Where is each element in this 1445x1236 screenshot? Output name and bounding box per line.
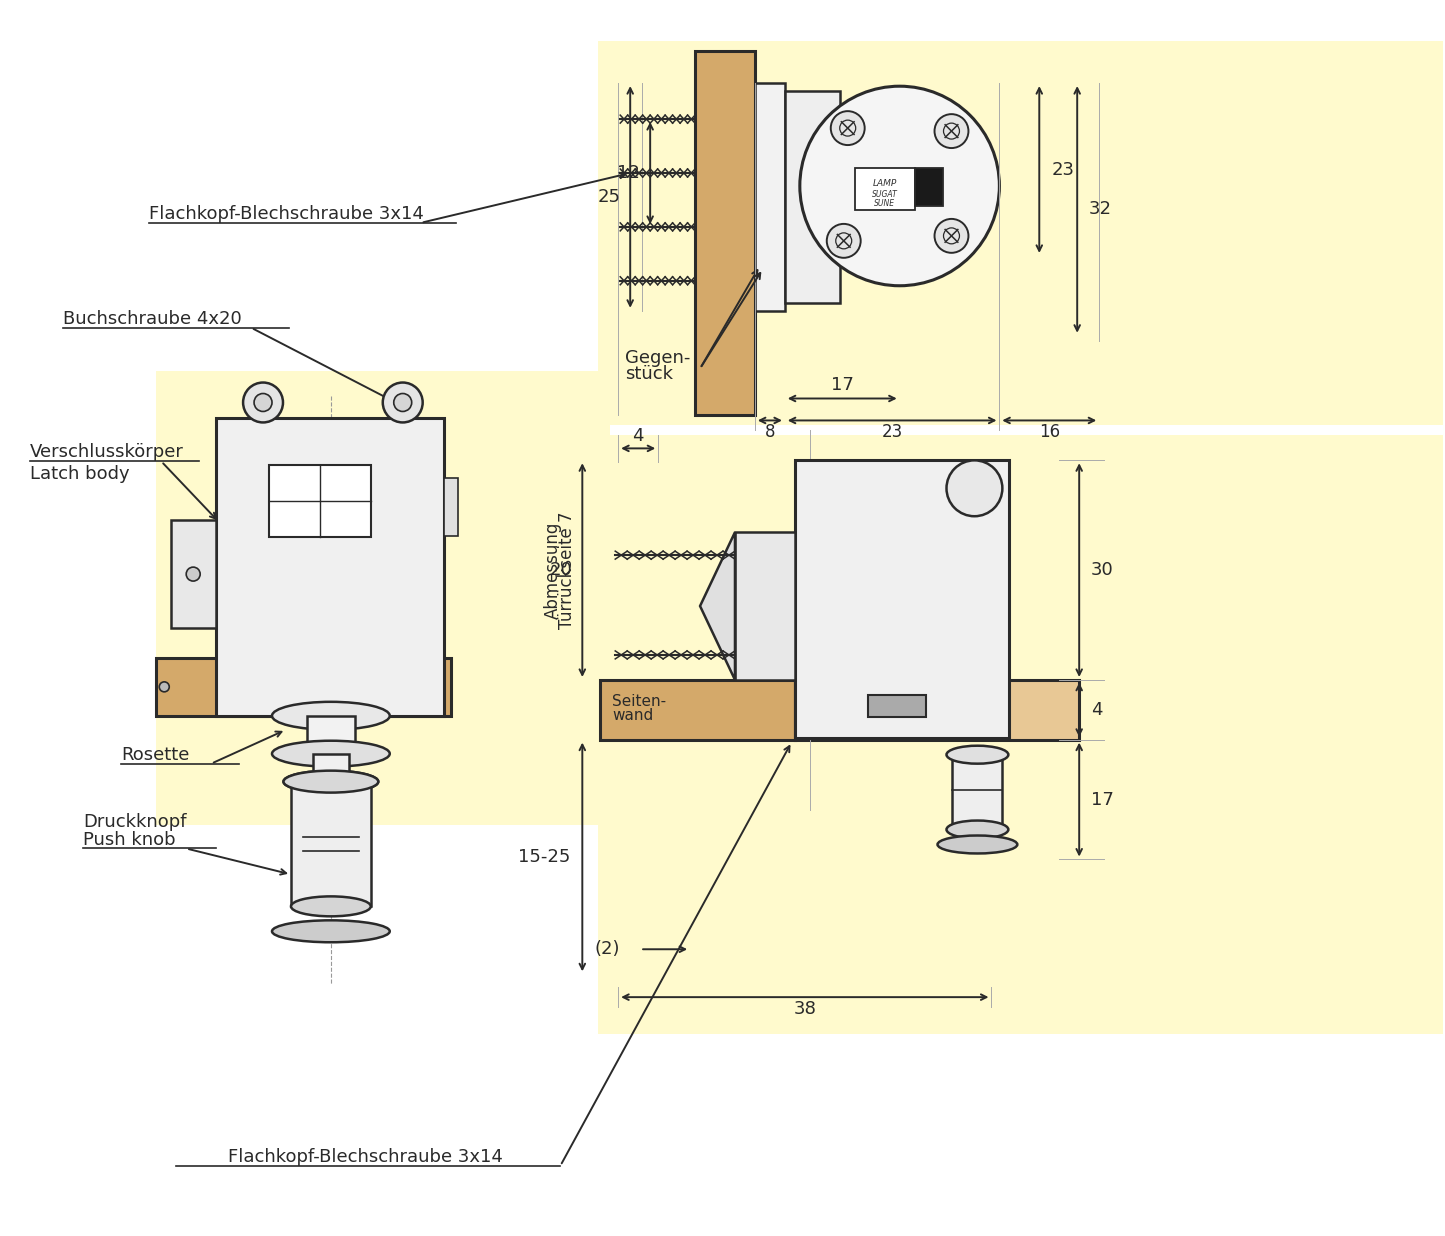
Circle shape (827, 224, 861, 258)
Circle shape (243, 382, 283, 423)
Text: Verschlusskörper: Verschlusskörper (29, 444, 184, 461)
Circle shape (393, 393, 412, 412)
Bar (314, 754, 348, 781)
Ellipse shape (272, 702, 390, 729)
Text: 23: 23 (1052, 161, 1074, 178)
Text: 20: 20 (549, 561, 572, 580)
Bar (695, 51, 754, 415)
Bar (952, 755, 1003, 829)
Ellipse shape (938, 836, 1017, 854)
Ellipse shape (290, 896, 371, 916)
Text: LAMP: LAMP (873, 179, 897, 188)
Text: Abmessung: Abmessung (543, 522, 562, 619)
Text: 17: 17 (1091, 791, 1114, 808)
Text: 4: 4 (633, 428, 644, 445)
Ellipse shape (946, 821, 1009, 838)
Text: SUNE: SUNE (874, 199, 896, 209)
Text: Push knob: Push knob (84, 831, 176, 848)
Bar (172, 520, 217, 628)
Text: Tür: Tür (842, 692, 877, 712)
Circle shape (935, 114, 968, 148)
Bar (854, 168, 915, 210)
Text: 17: 17 (831, 376, 854, 393)
Text: 23: 23 (881, 424, 903, 441)
Text: (2): (2) (594, 941, 620, 958)
Text: 4: 4 (1091, 701, 1103, 719)
Text: SUGAT: SUGAT (871, 190, 897, 199)
Circle shape (159, 682, 169, 692)
Text: Flachkopf-Blechschraube 3x14: Flachkopf-Blechschraube 3x14 (149, 205, 425, 222)
Text: stück: stück (626, 365, 673, 383)
Text: Rosette: Rosette (121, 745, 189, 764)
Text: 8: 8 (764, 424, 775, 441)
Bar (736, 533, 795, 680)
Bar (785, 91, 840, 303)
Circle shape (254, 393, 272, 412)
Text: 16: 16 (1039, 424, 1059, 441)
Text: 30: 30 (1091, 561, 1114, 580)
Text: Druckknopf: Druckknopf (84, 812, 186, 831)
Bar (795, 460, 1010, 738)
Polygon shape (699, 533, 736, 680)
Text: Türrückseite 7: Türrückseite 7 (558, 512, 577, 629)
Bar (156, 658, 451, 716)
Text: 32: 32 (1090, 200, 1113, 219)
Bar (598, 41, 1445, 425)
Bar (269, 465, 371, 538)
Bar (217, 419, 444, 716)
Ellipse shape (272, 921, 390, 942)
Circle shape (801, 87, 1000, 286)
Text: 12: 12 (617, 164, 640, 182)
Bar (754, 83, 785, 310)
Circle shape (946, 460, 1003, 517)
Text: wand: wand (613, 708, 653, 723)
Bar (795, 680, 1079, 739)
Text: 25: 25 (597, 188, 620, 206)
Text: Latch body: Latch body (29, 465, 129, 483)
Circle shape (383, 382, 423, 423)
Circle shape (831, 111, 864, 145)
Text: 15-25: 15-25 (517, 848, 571, 866)
Bar (598, 435, 1445, 1035)
Bar (290, 781, 371, 906)
Ellipse shape (272, 740, 390, 766)
Circle shape (186, 567, 201, 581)
Ellipse shape (946, 745, 1009, 764)
Text: Gegen-: Gegen- (626, 349, 691, 367)
Ellipse shape (283, 771, 379, 792)
Bar (306, 716, 355, 754)
Bar (867, 695, 926, 717)
Circle shape (935, 219, 968, 253)
Ellipse shape (283, 771, 379, 792)
Bar (156, 371, 610, 824)
Text: 38: 38 (793, 1000, 816, 1018)
Text: Buchschraube 4x20: Buchschraube 4x20 (64, 310, 243, 328)
Bar (915, 168, 942, 206)
Text: Flachkopf-Blechschraube 3x14: Flachkopf-Blechschraube 3x14 (228, 1148, 503, 1166)
Bar (600, 680, 795, 739)
Text: Seiten-: Seiten- (613, 693, 666, 708)
Bar (444, 478, 458, 536)
